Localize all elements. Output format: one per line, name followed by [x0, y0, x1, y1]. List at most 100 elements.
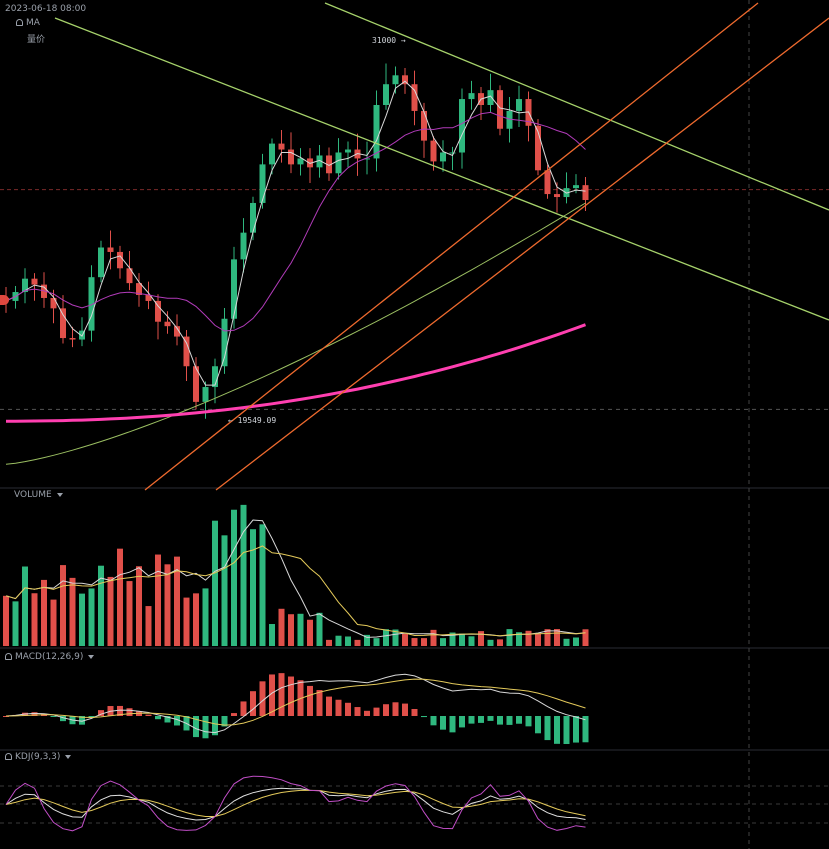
volume-bar: [98, 565, 104, 646]
macd-histogram-bar: [126, 708, 133, 716]
candle-body: [231, 259, 237, 319]
candle-body: [402, 75, 408, 85]
candle-body: [345, 149, 351, 153]
candle-body: [335, 152, 342, 174]
volume-bar: [259, 524, 266, 646]
candle-body: [183, 336, 190, 367]
candle-body: [497, 90, 503, 129]
volume-bar: [421, 638, 427, 646]
ma-200-line: [6, 323, 587, 423]
volume-bar: [335, 635, 342, 646]
macd-histogram-bar: [240, 701, 247, 716]
macd-histogram-bar: [373, 707, 380, 716]
volume-bar: [307, 619, 313, 646]
ma-short-line: [5, 80, 586, 386]
ma-indicator-toggle[interactable]: MA: [16, 18, 40, 28]
volume-bar: [497, 639, 503, 646]
volume-bar: [278, 608, 285, 646]
kdj-pane-menu[interactable]: KDJ(9,3,3): [5, 752, 72, 762]
volume-bar: [364, 634, 370, 646]
volume-pane-menu[interactable]: VOLUME: [14, 490, 63, 500]
macd-histogram-bar: [525, 716, 532, 727]
candle-body: [449, 152, 456, 154]
volume-bar: [107, 576, 114, 646]
volume-bar: [155, 554, 161, 646]
volume-bar: [212, 520, 218, 646]
volume-bar: [506, 629, 513, 646]
volume-pane: [3, 504, 589, 646]
candle-body: [126, 268, 133, 284]
candle-body: [516, 99, 522, 111]
volume-bar: [174, 556, 180, 646]
volume-bar: [430, 629, 437, 646]
volume-bar: [22, 566, 28, 646]
macd-histogram-bar: [554, 716, 560, 744]
candle-body: [544, 170, 551, 195]
macd-histogram-bar: [411, 708, 418, 716]
macd-histogram-bar: [155, 716, 161, 720]
candle-body: [31, 278, 38, 285]
volume-bar: [326, 639, 332, 646]
candle-body: [506, 110, 513, 129]
volume-bar: [525, 630, 532, 646]
volume-bar: [316, 612, 323, 646]
volume-bar: [411, 638, 418, 646]
candle-body: [440, 152, 446, 162]
chevron-down-icon: [88, 654, 95, 659]
macd-histogram-bar: [269, 674, 275, 716]
macd-pane-menu[interactable]: MACD(12,26,9): [5, 652, 95, 662]
candle-body: [50, 297, 57, 309]
candle-body: [411, 84, 418, 111]
candle-body: [468, 93, 475, 100]
candle-body: [316, 155, 323, 168]
volume-bar: [487, 639, 494, 646]
candle-body: [202, 387, 209, 402]
volume-bar: [88, 588, 95, 646]
candle-body: [297, 158, 304, 165]
volume-bar: [50, 599, 57, 646]
volume-bar: [145, 606, 152, 646]
macd-histogram-bar: [563, 716, 570, 745]
chevron-down-icon: [56, 492, 63, 497]
bell-icon: [5, 653, 12, 660]
macd-histogram-bar: [497, 716, 503, 725]
candle-body: [240, 232, 247, 260]
macd-histogram-bar: [250, 691, 256, 716]
volume-bar: [535, 633, 541, 646]
macd-histogram-bar: [506, 716, 513, 725]
volume-bar: [41, 579, 47, 646]
kdj-k-line: [5, 787, 586, 821]
macd-histogram-bar: [79, 716, 85, 725]
macd-histogram-bar: [392, 702, 399, 716]
macd-dea-line: [5, 678, 586, 726]
volume-ma-long-line: [5, 545, 586, 637]
bell-icon: [5, 753, 12, 760]
macd-histogram-bar: [345, 702, 351, 716]
candle-body: [573, 185, 579, 189]
macd-histogram-bar: [364, 710, 370, 716]
volume-bar: [297, 613, 304, 646]
macd-histogram-bar: [231, 713, 237, 716]
macd-histogram-bar: [193, 716, 199, 738]
volume-bar: [402, 633, 408, 646]
volume-bar: [392, 629, 399, 646]
macd-histogram-bar: [164, 716, 171, 723]
candle-body: [383, 84, 389, 105]
volume-bar: [12, 601, 19, 646]
ascending-channel-lower: [215, 17, 829, 491]
macd-histogram-bar: [145, 714, 152, 716]
volume-bar: [459, 633, 465, 646]
candle-body: [88, 277, 95, 331]
macd-histogram-bar: [354, 707, 361, 716]
macd-histogram-bar: [383, 704, 389, 716]
macd-histogram-bar: [487, 716, 494, 721]
ma-medium-line: [5, 111, 586, 332]
candle-body: [193, 366, 199, 402]
volume-bar: [468, 636, 475, 646]
ma-long-line: [5, 202, 586, 465]
volume-price-toggle[interactable]: 量价: [27, 35, 46, 45]
macd-pane: [3, 673, 589, 745]
candle-body: [69, 338, 76, 340]
